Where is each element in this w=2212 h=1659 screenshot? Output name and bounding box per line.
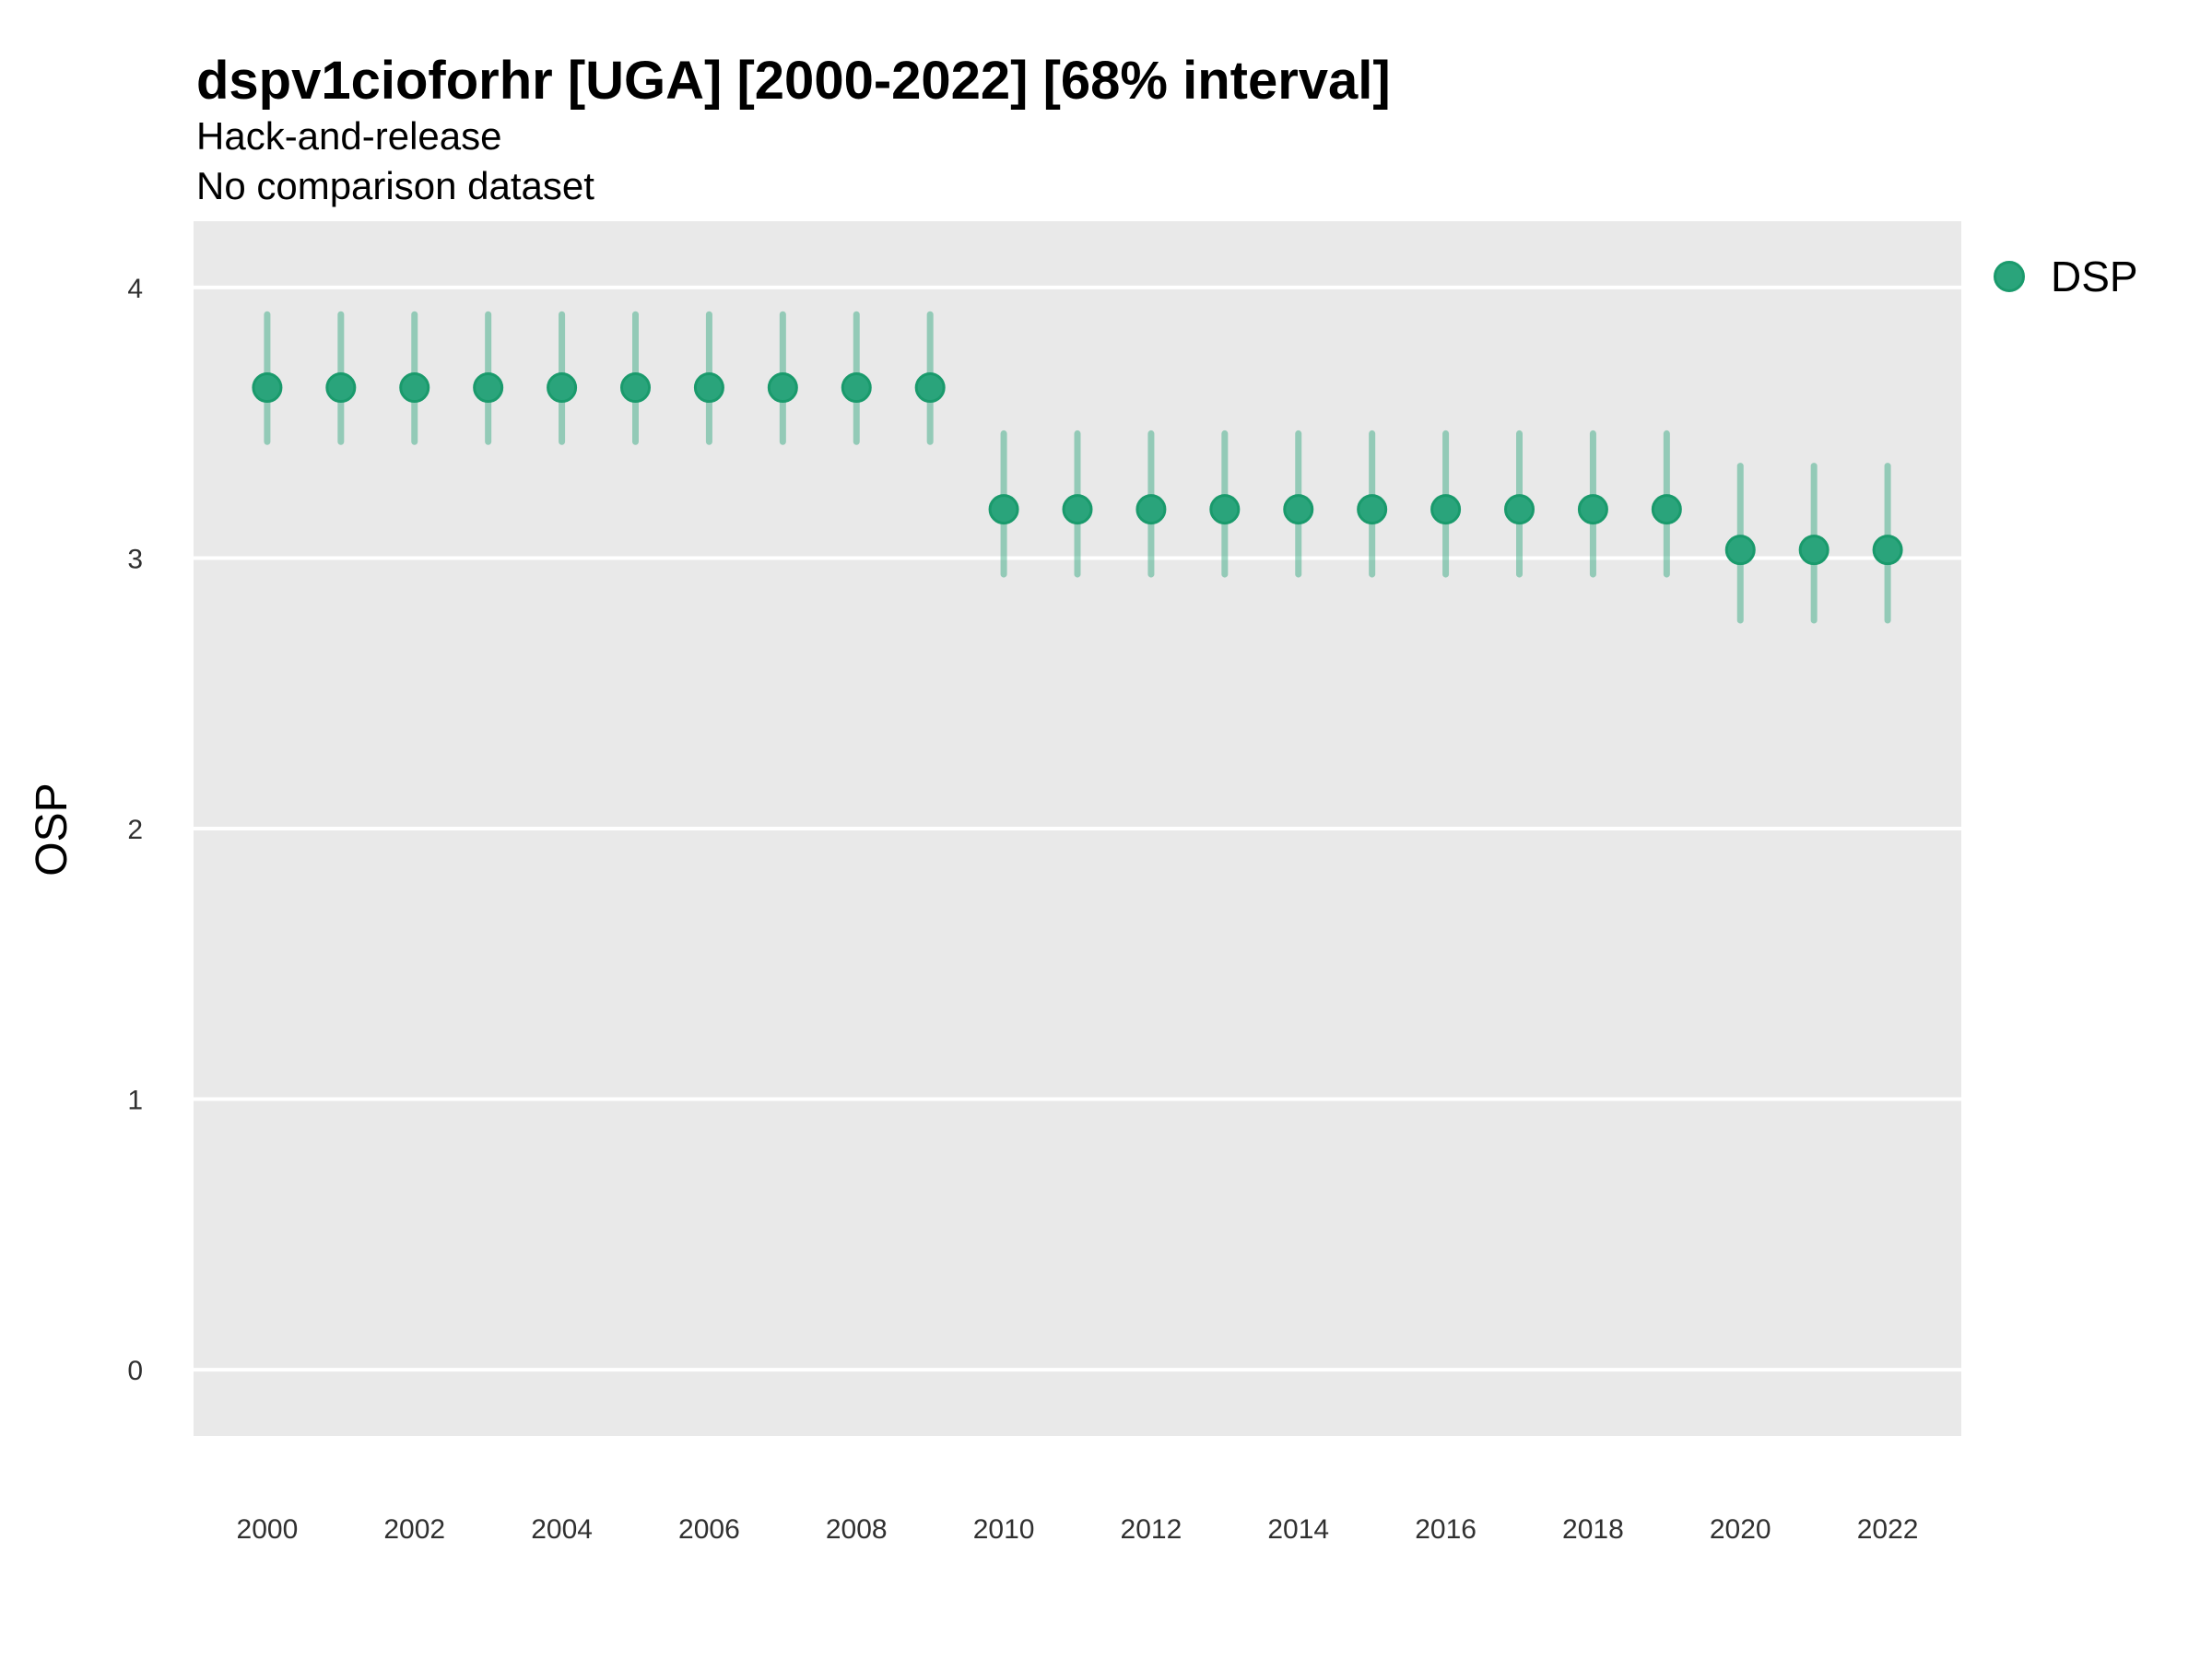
y-tick-label-2: 2 xyxy=(127,815,143,845)
point-2017 xyxy=(1504,494,1535,525)
chart-subtitle: Hack-and-release xyxy=(196,114,502,158)
point-2020 xyxy=(1724,535,1756,566)
legend-label: DSP xyxy=(2051,253,2138,300)
point-2002 xyxy=(399,372,430,404)
x-tick-label-2022: 2022 xyxy=(1857,1514,1919,1545)
point-2001 xyxy=(325,372,357,404)
legend: DSP xyxy=(1994,253,2138,300)
y-tick-label-4: 4 xyxy=(127,274,143,304)
point-2019 xyxy=(1651,494,1682,525)
y-tick-label-1: 1 xyxy=(127,1086,143,1116)
x-tick-label-2008: 2008 xyxy=(826,1514,888,1545)
point-2005 xyxy=(620,372,651,404)
point-2006 xyxy=(693,372,724,404)
point-2003 xyxy=(473,372,504,404)
y-tick-label-3: 3 xyxy=(127,544,143,574)
x-tick-label-2002: 2002 xyxy=(383,1514,445,1545)
x-tick-label-2012: 2012 xyxy=(1121,1514,1182,1545)
legend-point-icon xyxy=(1994,261,2025,292)
point-2012 xyxy=(1135,494,1167,525)
x-tick-label-2006: 2006 xyxy=(678,1514,740,1545)
chart-subtitle-line2: No comparison dataset xyxy=(196,164,594,207)
x-tick-label-2018: 2018 xyxy=(1562,1514,1624,1545)
x-tick-label-2016: 2016 xyxy=(1415,1514,1477,1545)
point-2000 xyxy=(252,372,283,404)
x-tick-label-2000: 2000 xyxy=(237,1514,299,1545)
point-2013 xyxy=(1209,494,1241,525)
point-2007 xyxy=(767,372,798,404)
point-2021 xyxy=(1798,535,1830,566)
point-2009 xyxy=(914,372,946,404)
x-tick-label-2004: 2004 xyxy=(531,1514,593,1545)
point-2016 xyxy=(1430,494,1462,525)
y-axis-title: OSP xyxy=(28,782,76,877)
chart-title: dspv1cioforhr [UGA] [2000-2022] [68% int… xyxy=(196,51,1391,111)
x-tick-label-2020: 2020 xyxy=(1710,1514,1771,1545)
x-tick-label-2010: 2010 xyxy=(973,1514,1035,1545)
x-tick-label-2014: 2014 xyxy=(1267,1514,1329,1545)
point-2004 xyxy=(547,372,578,404)
point-2015 xyxy=(1357,494,1388,525)
point-2014 xyxy=(1283,494,1314,525)
y-tick-label-0: 0 xyxy=(127,1356,143,1386)
point-2011 xyxy=(1062,494,1093,525)
point-2008 xyxy=(841,372,872,404)
point-2010 xyxy=(988,494,1019,525)
point-2022 xyxy=(1872,535,1903,566)
point-2018 xyxy=(1577,494,1608,525)
